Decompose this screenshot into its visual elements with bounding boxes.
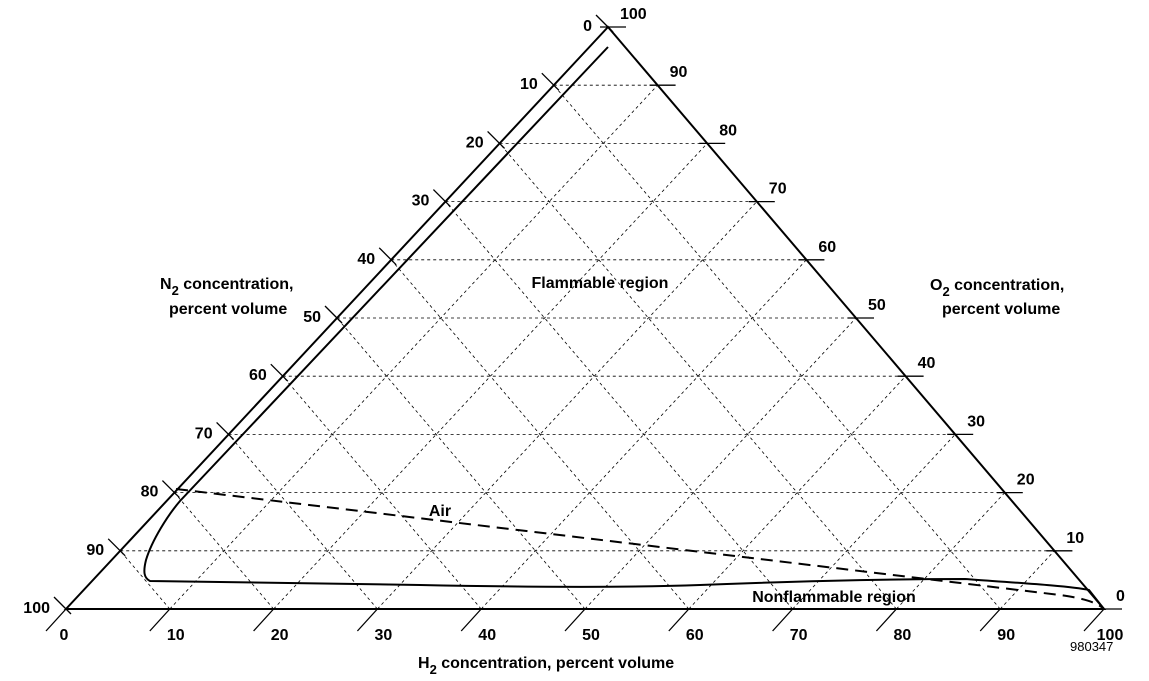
o2-axis-title-line2: percent volume bbox=[942, 301, 1060, 318]
tick-h2 bbox=[356, 608, 378, 632]
tick-n2 bbox=[107, 538, 126, 557]
grid-line-n2 bbox=[390, 259, 690, 610]
tick-h2 bbox=[253, 608, 275, 632]
tick-h2 bbox=[668, 608, 690, 632]
tick-h2 bbox=[45, 608, 67, 632]
tick-h2 bbox=[460, 608, 482, 632]
grid-line-h2 bbox=[584, 317, 857, 610]
grid-line-h2 bbox=[377, 201, 758, 610]
tick-label-o2: 80 bbox=[719, 122, 737, 139]
tick-label-n2: 100 bbox=[23, 600, 50, 617]
n2-axis-title: N2 concentration, bbox=[160, 276, 293, 298]
n2-axis-title-sub: 2 bbox=[172, 283, 179, 298]
h2-axis-title: H2 concentration, percent volume bbox=[418, 655, 674, 677]
tick-label-h2: 20 bbox=[271, 627, 289, 644]
grid-line-h2 bbox=[688, 375, 906, 610]
tick-h2 bbox=[149, 608, 171, 632]
tick-h2 bbox=[875, 608, 897, 632]
tick-label-o2: 20 bbox=[1017, 472, 1035, 489]
tick-n2 bbox=[487, 130, 506, 149]
h2-axis-title-sub: 2 bbox=[430, 662, 437, 677]
grid-line-n2 bbox=[174, 492, 274, 610]
tick-n2 bbox=[541, 72, 560, 91]
tick-label-n2: 0 bbox=[583, 18, 592, 35]
tick-label-o2: 0 bbox=[1116, 588, 1125, 605]
tick-label-n2: 20 bbox=[466, 134, 484, 151]
figure-id: 980347 bbox=[1070, 639, 1113, 654]
tick-label-n2: 90 bbox=[86, 542, 104, 559]
tick-n2 bbox=[432, 189, 451, 208]
tick-label-o2: 100 bbox=[620, 6, 647, 23]
tick-label-o2: 70 bbox=[769, 181, 787, 198]
h2-axis-title-rest: concentration, percent volume bbox=[437, 655, 674, 672]
tick-label-h2: 50 bbox=[582, 627, 600, 644]
grid-line-n2 bbox=[336, 317, 586, 610]
grid-line-h2 bbox=[273, 143, 708, 610]
tick-label-o2: 90 bbox=[670, 64, 688, 81]
n2-axis-title-base: N bbox=[160, 276, 172, 293]
tick-labels: 0 0 0 10 10 10 20 20 20 30 30 30 40 40 40 50 50 50 60 60 60 7… bbox=[23, 6, 1125, 644]
tick-n2 bbox=[216, 421, 235, 440]
tick-label-o2: 50 bbox=[868, 297, 886, 314]
tick-label-h2: 90 bbox=[997, 627, 1015, 644]
grid-line-n2 bbox=[228, 434, 378, 610]
flammable-region-label: Flammable region bbox=[532, 275, 669, 292]
grid-line-n2 bbox=[445, 201, 793, 610]
tick-h2 bbox=[979, 608, 1001, 632]
grid-line-n2 bbox=[119, 550, 171, 610]
grid-line-h2 bbox=[896, 492, 1006, 610]
tick-label-n2: 50 bbox=[303, 309, 321, 326]
o2-axis-title-sub: 2 bbox=[942, 284, 949, 299]
tick-label-o2: 60 bbox=[818, 239, 836, 256]
grid-line-h2 bbox=[169, 84, 658, 610]
tick-label-n2: 10 bbox=[520, 76, 538, 93]
tick-label-o2: 30 bbox=[967, 413, 985, 430]
tick-n2 bbox=[53, 596, 72, 615]
tick-label-n2: 60 bbox=[249, 367, 267, 384]
tick-n2 bbox=[595, 14, 614, 33]
tick-n2 bbox=[270, 363, 289, 382]
tick-label-h2: 80 bbox=[894, 627, 912, 644]
tick-h2 bbox=[564, 608, 586, 632]
tick-label-h2: 30 bbox=[375, 627, 393, 644]
h2-axis-title-base: H bbox=[418, 655, 430, 672]
air-line bbox=[175, 488, 1105, 610]
tick-label-h2: 0 bbox=[60, 627, 69, 644]
tick-n2 bbox=[324, 305, 343, 324]
nonflammable-region-label: Nonflammable region bbox=[752, 589, 916, 606]
tick-n2 bbox=[161, 480, 180, 499]
tick-h2 bbox=[772, 608, 794, 632]
o2-axis-title: O2 concentration, bbox=[930, 277, 1064, 299]
grid-line-h2 bbox=[792, 434, 956, 610]
tick-label-o2: 10 bbox=[1066, 530, 1084, 547]
grid-line-n2 bbox=[553, 84, 1001, 610]
grid-lines bbox=[119, 84, 1055, 610]
flammability-boundary bbox=[143, 46, 1105, 610]
tick-label-h2: 60 bbox=[686, 627, 704, 644]
tick-n2 bbox=[378, 247, 397, 266]
grid-line-n2 bbox=[282, 375, 482, 610]
tick-label-o2: 40 bbox=[918, 355, 936, 372]
o2-axis-title-base: O bbox=[930, 277, 942, 294]
tick-h2 bbox=[1083, 608, 1105, 632]
tick-marks bbox=[45, 14, 1122, 632]
tick-label-n2: 40 bbox=[357, 251, 375, 268]
tick-label-h2: 100 bbox=[1097, 627, 1124, 644]
tick-label-n2: 80 bbox=[141, 484, 159, 501]
tick-label-n2: 70 bbox=[195, 425, 213, 442]
grid-line-h2 bbox=[999, 550, 1055, 610]
o2-axis-title-rest: concentration, bbox=[950, 277, 1065, 294]
tick-label-h2: 70 bbox=[790, 627, 808, 644]
tick-label-n2: 30 bbox=[412, 193, 430, 210]
tick-label-h2: 10 bbox=[167, 627, 185, 644]
air-label: Air bbox=[429, 503, 451, 520]
tick-label-h2: 40 bbox=[478, 627, 496, 644]
n2-axis-title-line2: percent volume bbox=[169, 301, 287, 318]
n2-axis-title-rest: concentration, bbox=[179, 276, 294, 293]
